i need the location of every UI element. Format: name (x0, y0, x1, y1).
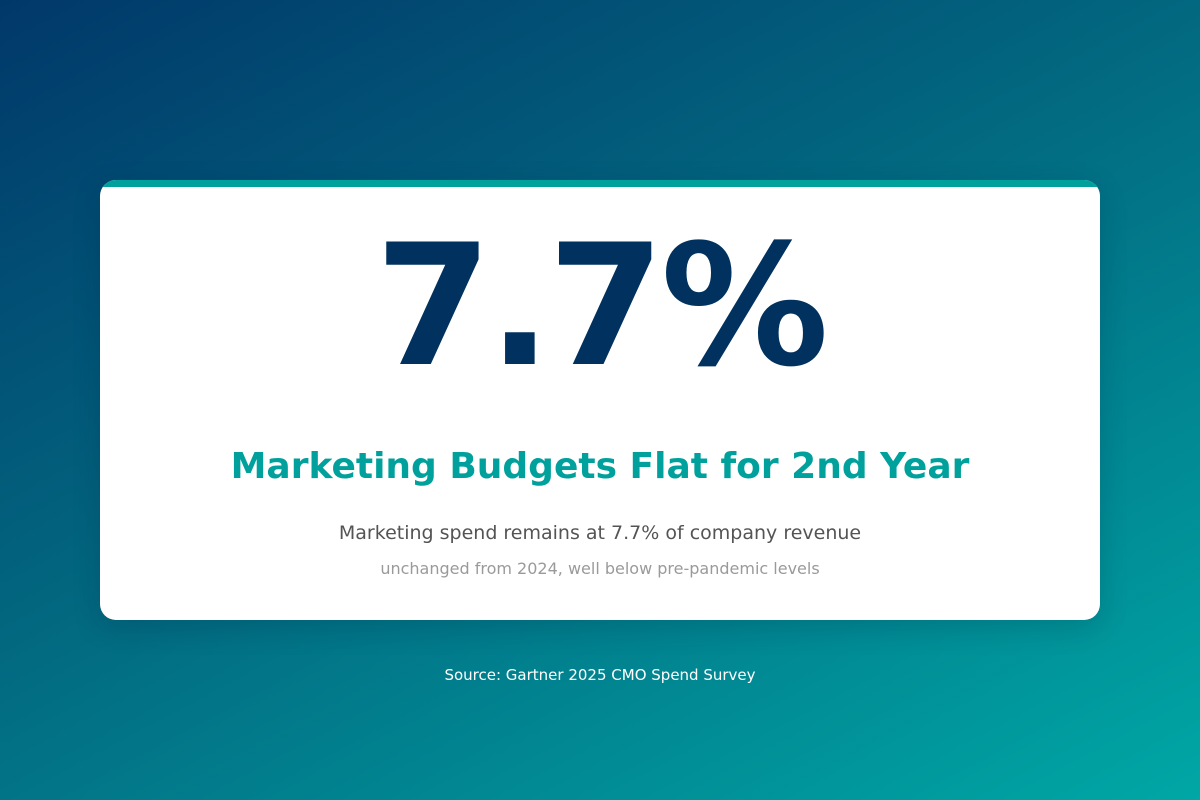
card-accent-bar (100, 180, 1100, 187)
stat-value: 7.7% (375, 208, 829, 404)
stat-card: 7.7% Marketing Budgets Flat for 2nd Year… (100, 180, 1100, 620)
headline: Marketing Budgets Flat for 2nd Year (230, 446, 970, 487)
subtitle: Marketing spend remains at 7.7% of compa… (338, 522, 862, 544)
source-caption: Source: Gartner 2025 CMO Spend Survey (444, 666, 756, 684)
note: unchanged from 2024, well below pre-pand… (380, 559, 820, 578)
